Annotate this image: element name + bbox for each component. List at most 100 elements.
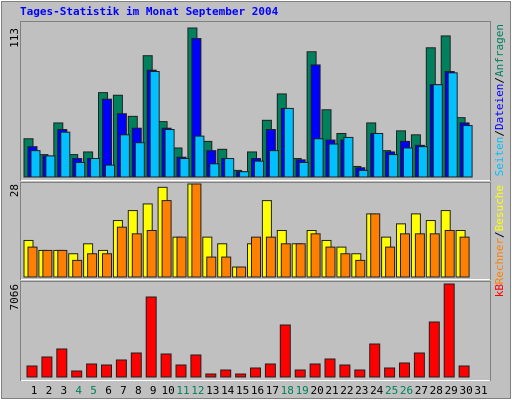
bar — [310, 233, 321, 278]
x-tick-label: 8 — [135, 384, 142, 397]
legend-separator: / — [493, 77, 506, 84]
bar — [324, 358, 336, 378]
x-tick-label: 2 — [46, 384, 53, 397]
bar — [41, 356, 53, 378]
bar — [250, 367, 261, 378]
bar — [179, 158, 190, 178]
bar — [413, 352, 425, 378]
x-tick-label: 23 — [355, 384, 368, 397]
bar — [42, 249, 53, 278]
x-tick-label: 19 — [296, 384, 309, 397]
bar — [205, 373, 217, 378]
bar — [251, 236, 261, 278]
x-tick-label: 9 — [150, 384, 157, 397]
bar — [414, 233, 425, 278]
bar — [191, 183, 202, 278]
bar — [388, 154, 399, 178]
x-tick-label: 4 — [75, 384, 82, 397]
bar — [164, 129, 175, 178]
bar — [60, 131, 71, 178]
bar — [90, 158, 101, 178]
bar — [160, 353, 172, 378]
bar — [194, 135, 205, 178]
bar — [236, 266, 247, 278]
x-tick-label: 20 — [310, 384, 323, 397]
bar — [417, 146, 428, 178]
bar — [149, 71, 160, 178]
bar — [295, 243, 306, 278]
bar — [131, 233, 142, 278]
bar — [400, 233, 410, 278]
bar — [444, 230, 455, 278]
bar — [355, 259, 366, 278]
bar — [145, 296, 157, 378]
bar — [279, 324, 291, 378]
legend-entry: Besuche — [493, 185, 506, 231]
bar — [176, 236, 187, 278]
bar — [134, 142, 145, 178]
bar — [370, 213, 381, 278]
bar — [75, 161, 86, 178]
bar — [429, 233, 440, 278]
bar — [313, 138, 324, 178]
bar — [399, 362, 410, 378]
x-tick-label: 12 — [191, 384, 204, 397]
bar — [369, 343, 381, 378]
bar — [239, 171, 250, 178]
bar — [328, 143, 339, 178]
bar — [161, 200, 172, 278]
bar — [340, 253, 351, 278]
bar — [385, 246, 396, 278]
bar — [268, 150, 279, 178]
bar — [72, 259, 83, 278]
x-tick-label: 31 — [474, 384, 487, 397]
x-tick-label: 18 — [281, 384, 294, 397]
bar — [283, 107, 294, 178]
x-tick-label: 30 — [459, 384, 472, 397]
x-tick-label: 22 — [340, 384, 353, 397]
panel — [20, 281, 491, 381]
bar — [264, 363, 276, 378]
bar — [254, 160, 264, 178]
bar — [373, 132, 384, 178]
y-tick-label: 7066 — [8, 284, 21, 311]
bar — [343, 136, 354, 178]
bar — [428, 321, 440, 378]
bar — [224, 158, 235, 178]
x-tick-label: 10 — [161, 384, 174, 397]
bar — [206, 256, 217, 278]
bar — [30, 150, 41, 178]
bar — [339, 364, 351, 378]
bar — [87, 253, 98, 278]
x-tick-label: 11 — [176, 384, 189, 397]
bar — [462, 125, 473, 178]
bar — [221, 256, 232, 278]
x-tick-label: 5 — [90, 384, 97, 397]
bar — [45, 155, 56, 178]
bar — [443, 283, 455, 378]
bar — [447, 72, 458, 178]
bar — [209, 163, 220, 178]
chart-title: Tages-Statistik im Monat September 2004 — [20, 5, 279, 18]
legend: Seiten/Dateien/Anfragen — [493, 24, 506, 176]
x-tick-label: 6 — [105, 384, 112, 397]
bar — [56, 348, 68, 378]
bar — [358, 169, 369, 178]
bar — [309, 363, 321, 378]
legend-entry: Rechner — [493, 238, 506, 285]
bar — [265, 236, 276, 278]
bar — [102, 253, 112, 278]
x-tick-label: 25 — [385, 384, 398, 397]
x-tick-label: 28 — [430, 384, 443, 397]
bar — [115, 359, 127, 378]
legend: kB — [493, 284, 506, 298]
bar — [384, 367, 396, 378]
x-tick-label: 16 — [251, 384, 264, 397]
bar — [459, 236, 470, 278]
legend-entry: kB — [493, 284, 506, 298]
x-tick-label: 24 — [370, 384, 384, 397]
bar — [101, 364, 112, 378]
bar — [86, 363, 98, 378]
bar — [105, 164, 115, 178]
x-tick-label: 21 — [325, 384, 338, 397]
